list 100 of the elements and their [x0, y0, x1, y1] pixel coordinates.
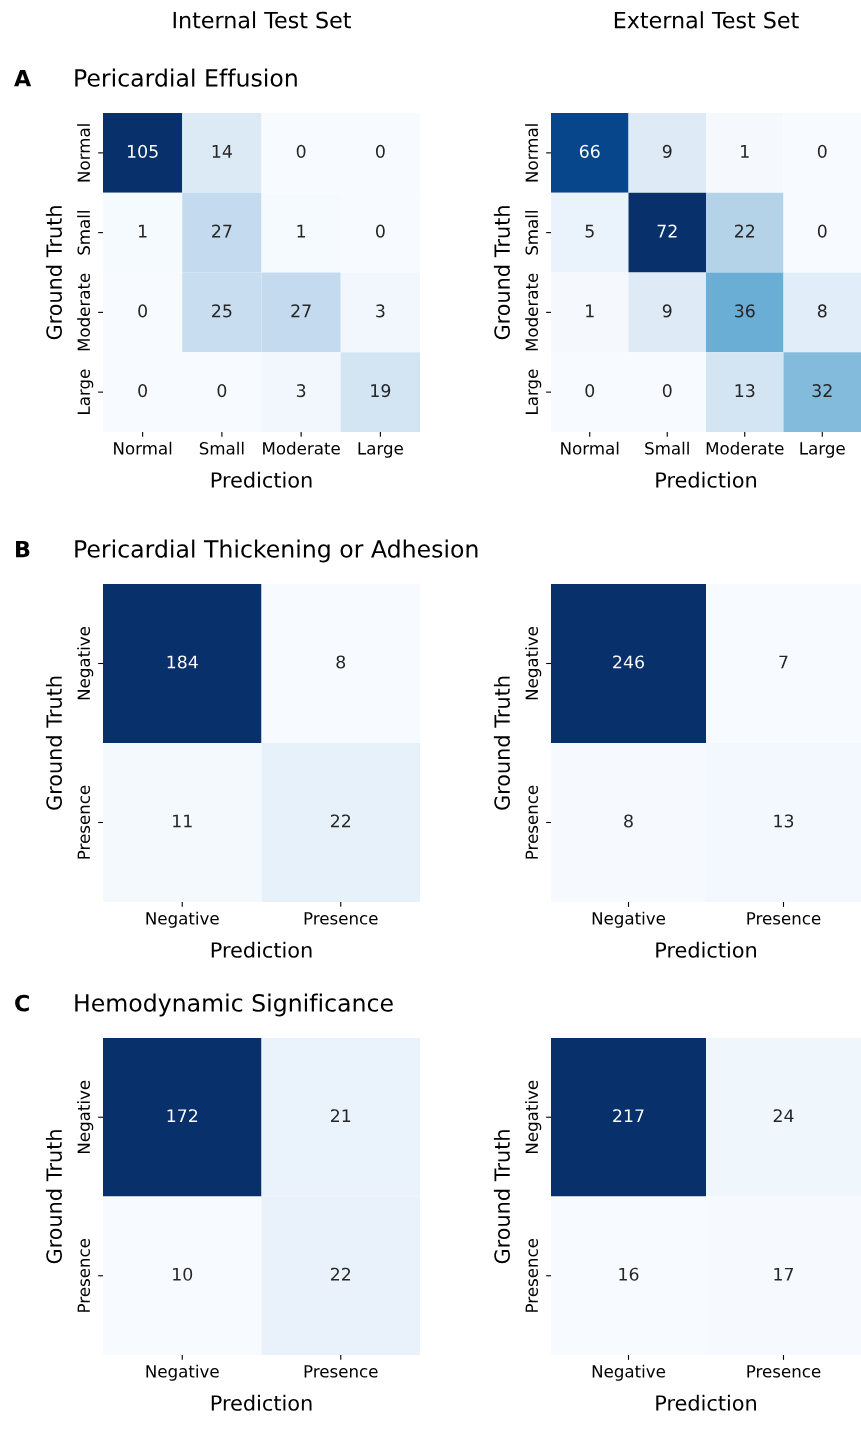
y-axis-title: Ground Truth [45, 1130, 62, 1264]
data-label: 1 [297, 224, 306, 238]
data-label: 14 [212, 145, 232, 158]
data-label: 27 [291, 304, 311, 318]
data-label: 0 [817, 224, 827, 238]
y-tick-label: Presence [525, 785, 539, 859]
data-label: 8 [336, 655, 346, 669]
text: A [14, 69, 32, 87]
data-label: 7 [779, 655, 788, 669]
y-tick-label: Negative [525, 626, 542, 700]
data-label: 0 [585, 384, 595, 398]
y-tick-label: Presence [77, 1238, 91, 1312]
data-label: 9 [662, 304, 672, 318]
x-tick-label: Small [199, 441, 244, 455]
x-tick-label: Large [358, 442, 403, 458]
x-tick-label: Presence [304, 1365, 378, 1378]
data-label: 0 [138, 304, 147, 318]
data-label: 8 [817, 304, 827, 318]
chart-subtitle: Internal Test Set [173, 11, 351, 29]
y-tick-label: Normal [525, 124, 539, 182]
x-axis-title: Prediction [656, 941, 756, 958]
data-label: 24 [773, 1109, 794, 1123]
data-label: 19 [371, 384, 391, 398]
y-tick-label: Normal [77, 124, 91, 182]
data-label: 36 [735, 304, 755, 318]
data-label: 3 [376, 304, 385, 318]
data-label: 0 [817, 144, 827, 158]
x-tick-label: Negative [592, 911, 666, 928]
y-tick-label: Small [77, 211, 91, 255]
x-tick-label: Moderate [706, 441, 784, 455]
y-tick-label: Small [525, 211, 539, 255]
x-tick-label: Presence [304, 912, 378, 925]
data-label: 32 [812, 384, 832, 398]
x-tick-label: Negative [592, 1364, 666, 1381]
data-label: 1 [586, 304, 594, 318]
x-axis-title: Prediction [211, 1394, 312, 1411]
x-axis-title: Prediction [656, 471, 756, 488]
y-axis-title: Ground Truth [45, 676, 62, 810]
data-label: 21 [330, 1109, 351, 1123]
data-label: 0 [376, 144, 385, 158]
y-tick-label: Presence [77, 785, 91, 859]
data-label: 22 [734, 224, 755, 238]
data-label: 172 [167, 1109, 198, 1123]
chart-title: Pericardial Effusion [75, 68, 297, 87]
x-tick-label: Moderate [263, 441, 340, 455]
data-label: 22 [330, 814, 351, 828]
x-axis-title: Prediction [656, 1394, 756, 1411]
y-tick-label: Large [525, 369, 542, 414]
x-tick-label: Negative [146, 1364, 219, 1381]
y-tick-label: Presence [525, 1238, 539, 1312]
data-label: 5 [585, 224, 594, 238]
data-label: 1 [139, 224, 147, 238]
data-label: 9 [662, 144, 672, 158]
x-tick-label: Normal [561, 441, 619, 455]
data-label: 246 [613, 655, 644, 669]
y-tick-label: Negative [77, 626, 94, 700]
data-label: 0 [217, 384, 227, 398]
text: B [16, 540, 30, 558]
chart-subtitle: External Test Set [614, 11, 799, 29]
y-tick-label: Large [77, 369, 94, 414]
data-label: 0 [662, 384, 672, 398]
y-axis-title: Ground Truth [493, 206, 510, 340]
x-axis-title: Prediction [211, 471, 312, 488]
text: C [15, 994, 29, 1012]
data-label: 13 [774, 814, 794, 828]
y-tick-label: Negative [525, 1080, 542, 1154]
data-label: 3 [296, 384, 306, 398]
chart-title: Hemodynamic Significance [75, 993, 393, 1017]
y-axis-title: Ground Truth [45, 206, 62, 340]
data-label: 27 [212, 224, 232, 238]
y-tick-label: Negative [77, 1080, 94, 1154]
data-label: 13 [735, 384, 755, 398]
x-tick-label: Small [645, 441, 689, 455]
data-label: 1 [741, 145, 749, 158]
data-label: 72 [657, 224, 677, 238]
data-label: 0 [376, 224, 385, 238]
data-label: 8 [624, 814, 633, 828]
data-label: 105 [127, 144, 158, 158]
y-tick-label: Moderate [77, 273, 91, 351]
data-label: 184 [167, 655, 198, 669]
data-label: 10 [173, 1267, 193, 1281]
data-label: 11 [173, 814, 192, 828]
y-axis-title: Ground Truth [493, 1130, 510, 1264]
data-label: 22 [330, 1267, 351, 1281]
x-tick-label: Negative [146, 911, 219, 928]
x-tick-label: Normal [114, 441, 172, 455]
data-label: 0 [138, 384, 147, 398]
y-tick-label: Moderate [525, 273, 539, 351]
data-label: 17 [774, 1267, 794, 1281]
data-label: 16 [619, 1267, 639, 1281]
x-axis-title: Prediction [211, 941, 312, 958]
data-label: 66 [579, 144, 600, 158]
chart-title: Pericardial Thickening or Adhesion [75, 539, 478, 563]
data-label: 25 [212, 304, 232, 318]
y-axis-title: Ground Truth [493, 676, 510, 810]
x-tick-label: Presence [747, 1365, 821, 1378]
data-label: 217 [613, 1109, 644, 1123]
data-label: 0 [296, 144, 306, 158]
x-tick-label: Large [800, 442, 845, 458]
x-tick-label: Presence [747, 912, 821, 925]
